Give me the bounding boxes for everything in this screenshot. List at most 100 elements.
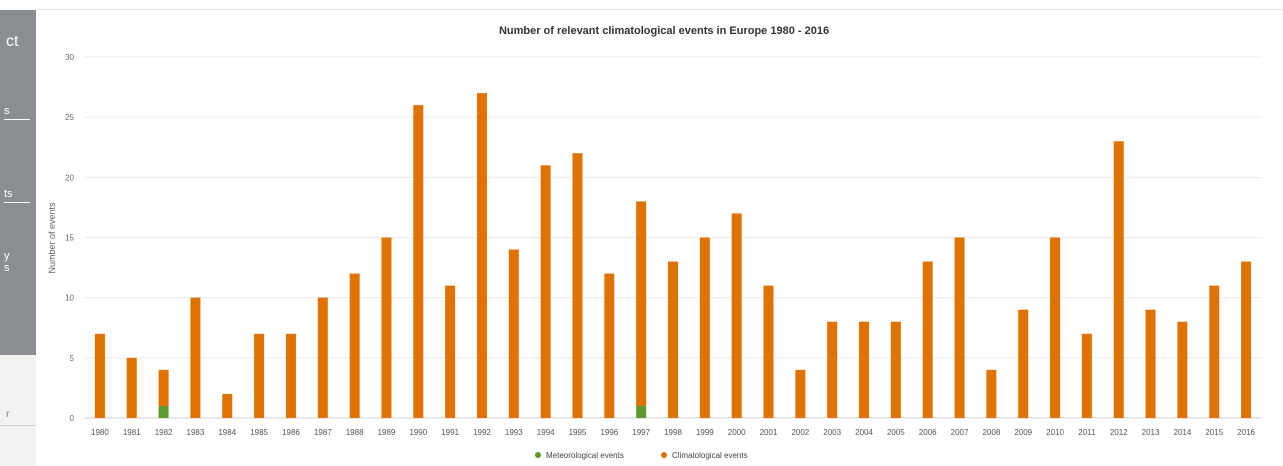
- x-tick-label: 1988: [346, 428, 364, 437]
- x-tick-label: 2006: [919, 428, 937, 437]
- bar: [158, 405, 169, 418]
- bar: [859, 321, 870, 418]
- x-tick-label: 2005: [887, 428, 905, 437]
- legend-label: Meteorological events: [546, 451, 624, 460]
- x-tick-label: 1984: [218, 428, 236, 437]
- side-fragment-2: s: [4, 105, 10, 117]
- bar: [604, 273, 615, 418]
- side-fragment-3: ts: [4, 188, 13, 200]
- chart-title: Number of relevant climatological events…: [499, 25, 829, 37]
- side-fragment-1: ct: [6, 33, 19, 50]
- y-axis-label: Number of events: [47, 202, 57, 274]
- bar: [158, 369, 169, 406]
- bar: [1050, 237, 1061, 418]
- bar: [317, 297, 328, 418]
- bar: [126, 357, 137, 418]
- bar: [190, 297, 201, 418]
- bar: [827, 321, 838, 418]
- x-tick-label: 2002: [791, 428, 809, 437]
- x-tick-label: 1990: [409, 428, 427, 437]
- bars: [94, 93, 1252, 418]
- legend-label: Climatological events: [672, 451, 748, 460]
- bar: [445, 285, 456, 418]
- x-tick-label: 2011: [1078, 428, 1096, 437]
- bar: [1177, 321, 1188, 418]
- legend-swatch: [535, 452, 541, 458]
- bar: [349, 273, 360, 418]
- side-fragment-4: y s: [4, 250, 10, 274]
- bar: [1241, 261, 1252, 418]
- x-tick-label: 1999: [696, 428, 714, 437]
- x-tick-label: 1993: [505, 428, 523, 437]
- x-tick-label: 1986: [282, 428, 300, 437]
- x-tick-label: 1996: [600, 428, 618, 437]
- y-tick-label: 25: [65, 113, 74, 122]
- legend: Meteorological events Climatological even…: [535, 451, 748, 460]
- bar: [699, 237, 710, 418]
- bar: [986, 369, 997, 418]
- x-tick-label: 1981: [123, 428, 141, 437]
- bar: [922, 261, 933, 418]
- legend-swatch: [661, 452, 667, 458]
- bar: [1018, 309, 1029, 418]
- y-tick-label: 20: [65, 173, 74, 182]
- x-tick-label: 2013: [1142, 428, 1160, 437]
- y-tick-label: 5: [70, 354, 75, 363]
- bar: [636, 201, 647, 406]
- bar: [954, 237, 965, 418]
- x-tick-label: 2001: [760, 428, 778, 437]
- bar: [731, 213, 742, 418]
- x-tick-label: 2000: [728, 428, 746, 437]
- x-tick-label: 1997: [632, 428, 650, 437]
- bar: [508, 249, 519, 418]
- bar: [795, 369, 806, 418]
- bar: [1145, 309, 1156, 418]
- x-tick-label: 1980: [91, 428, 109, 437]
- bar: [636, 405, 647, 418]
- x-tick-label: 1985: [250, 428, 268, 437]
- top-divider: [36, 9, 1283, 10]
- bar: [1081, 333, 1092, 418]
- bar: [254, 333, 265, 418]
- x-tick-label: 2012: [1110, 428, 1128, 437]
- y-tick-label: 15: [65, 234, 74, 243]
- bar: [540, 165, 551, 418]
- x-tick-label: 2007: [951, 428, 969, 437]
- bar: [1113, 141, 1124, 418]
- x-tick-label: 1994: [537, 428, 555, 437]
- side-fragment-5: r: [6, 409, 10, 420]
- y-tick-label: 30: [65, 53, 74, 62]
- x-tick-label: 2004: [855, 428, 873, 437]
- y-tick-label: 10: [65, 294, 74, 303]
- x-tick-label: 2015: [1205, 428, 1223, 437]
- side-lower-panel: r: [0, 355, 36, 466]
- bar: [763, 285, 774, 418]
- side-divider-2: [4, 202, 30, 203]
- bar: [285, 333, 296, 418]
- x-tick-label: 1995: [569, 428, 587, 437]
- bar: [572, 153, 583, 418]
- x-tick-label: 1991: [441, 428, 459, 437]
- x-tick-label: 1992: [473, 428, 491, 437]
- x-tick-label: 1983: [187, 428, 205, 437]
- side-divider-1: [4, 119, 30, 120]
- bar: [1209, 285, 1220, 418]
- bar: [476, 93, 487, 418]
- x-tick-label: 1989: [378, 428, 396, 437]
- x-tick-label: 2008: [982, 428, 1000, 437]
- bar: [381, 237, 392, 418]
- side-divider-3: [0, 425, 36, 426]
- x-tick-label: 2003: [823, 428, 841, 437]
- x-tick-label: 1982: [155, 428, 173, 437]
- x-tick-label: 2016: [1237, 428, 1255, 437]
- bar: [94, 333, 105, 418]
- bar: [222, 393, 233, 418]
- x-tick-label: 2014: [1174, 428, 1192, 437]
- bar: [890, 321, 901, 418]
- x-tick-label: 2010: [1046, 428, 1064, 437]
- x-tick-label: 2009: [1014, 428, 1032, 437]
- x-tick-label: 1987: [314, 428, 332, 437]
- tick-labels: 0 5 10 15 20 25 30 1980 1981 1982 1983 1984 1985 1986…: [65, 53, 1255, 437]
- bar: [668, 261, 678, 418]
